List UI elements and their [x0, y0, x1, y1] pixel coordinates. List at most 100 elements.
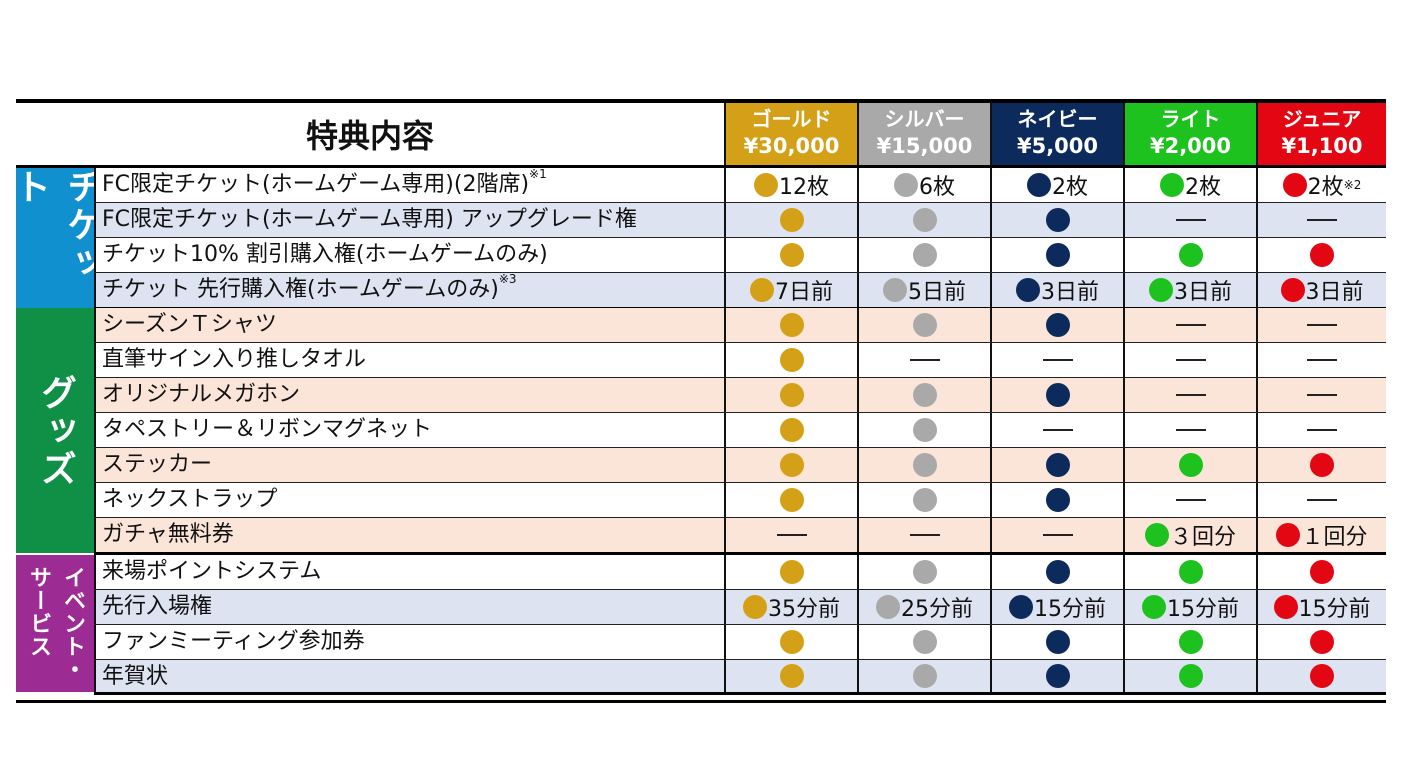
dash-mark-icon: [1175, 429, 1206, 431]
circle-mark-icon: [912, 383, 937, 407]
benefit-label: ステッカー: [94, 448, 724, 482]
tier-cell: [724, 483, 857, 517]
circle-mark-icon: [912, 243, 937, 267]
circle-mark-icon: [779, 313, 804, 337]
table-row: チケット10% 割引購入権(ホームゲームのみ): [94, 238, 1386, 273]
circle-mark-icon: [1160, 173, 1184, 197]
cell-value: １回分: [1301, 525, 1368, 550]
circle-mark-icon: [912, 418, 937, 442]
table-row: 先行入場権 35分前 25分前 15分前 15分前 15分前: [94, 590, 1386, 625]
tier-cell: [724, 625, 857, 659]
dash-mark-icon: [1307, 219, 1337, 221]
circle-mark-icon: [1310, 453, 1334, 477]
table-top-rule: [16, 99, 1386, 103]
benefit-label: タペストリー＆リボンマグネット: [94, 413, 724, 447]
tier-cell: 25分前: [857, 590, 990, 624]
tier-cell: [990, 518, 1123, 552]
tier-cell: [990, 555, 1123, 589]
benefit-label-text: 年賀状: [102, 664, 169, 689]
section-label-text: グッズ: [35, 373, 76, 488]
circle-mark-icon: [779, 208, 804, 232]
benefit-label-text: 来場ポイントシステム: [102, 559, 322, 584]
table-row: FC限定チケット(ホームゲーム専用) アップグレード権: [94, 203, 1386, 238]
circle-mark-icon: [1280, 278, 1305, 302]
tier-cell: 3日前: [1256, 273, 1386, 307]
circle-mark-icon: [779, 453, 804, 477]
tier-cell: [1256, 238, 1386, 272]
tier-cell: [1123, 555, 1256, 589]
tier-cell: 3日前: [1123, 273, 1256, 307]
benefit-label: ファンミーティング参加券: [94, 625, 724, 659]
table-row: ガチャ無料券 ３回分 １回分: [94, 518, 1386, 555]
dash-mark-icon: [776, 534, 807, 536]
table-row: タペストリー＆リボンマグネット: [94, 413, 1386, 448]
cell-value: 2枚: [1185, 175, 1221, 200]
circle-mark-icon: [1178, 243, 1203, 267]
tier-cell: [990, 308, 1123, 342]
tier-cell: [724, 203, 857, 237]
dash-mark-icon: [909, 534, 940, 536]
benefit-label-text: ガチャ無料券: [102, 522, 234, 547]
cell-value: 3日前: [1174, 280, 1232, 305]
tier-cell: 2枚: [1123, 168, 1256, 202]
benefit-label: 年賀状: [94, 660, 724, 692]
table-row: 来場ポイントシステム: [94, 555, 1386, 590]
tier-cell: [724, 448, 857, 482]
tier-cell: [1123, 483, 1256, 517]
tier-cell: 15分前: [1123, 590, 1256, 624]
tier-cell: 6枚: [857, 168, 990, 202]
tier-cell: [1123, 308, 1256, 342]
cell-value: ３回分: [1169, 525, 1236, 550]
tier-cell: [1256, 378, 1386, 412]
table-row: ファンミーティング参加券: [94, 625, 1386, 660]
tier-cell: [1123, 448, 1256, 482]
benefit-label: オリジナルメガホン: [94, 378, 724, 412]
cell-value: 3日前: [1305, 280, 1364, 305]
circle-mark-icon: [1045, 488, 1070, 512]
tier-header-4: ジュニア ¥1,100: [1256, 103, 1386, 165]
benefit-label: シーズンＴシャツ: [94, 308, 724, 342]
circle-mark-icon: [1016, 278, 1040, 302]
tier-cell: １回分: [1256, 518, 1386, 552]
tier-cell: [857, 238, 990, 272]
tier-cell: [857, 555, 990, 589]
tier-cell: [1256, 413, 1386, 447]
footnote-mark: ※1: [529, 168, 547, 181]
cell-value: 7日前: [775, 280, 833, 305]
circle-mark-icon: [912, 313, 937, 337]
benefit-label: 来場ポイントシステム: [94, 555, 724, 589]
tier-cell: [990, 483, 1123, 517]
tier-price: ¥2,000: [1149, 134, 1232, 158]
tier-cell: [1123, 660, 1256, 692]
circle-mark-icon: [1045, 453, 1070, 477]
tier-cell: [990, 378, 1123, 412]
dash-mark-icon: [1175, 324, 1206, 326]
benefit-label: ガチャ無料券: [94, 518, 724, 552]
section-label-event: イベント・ サービス: [16, 555, 94, 692]
tier-price: ¥15,000: [876, 134, 973, 158]
dash-mark-icon: [1175, 394, 1206, 396]
benefit-label-text: ネックストラップ: [102, 487, 278, 512]
tier-cell: [857, 448, 990, 482]
benefit-label-text: オリジナルメガホン: [102, 382, 301, 407]
tier-cell: [857, 625, 990, 659]
cell-value: 3日前: [1041, 280, 1099, 305]
benefit-label: 直筆サイン入り推しタオル: [94, 343, 724, 377]
tier-cell: [1256, 483, 1386, 517]
circle-mark-icon: [1178, 453, 1203, 477]
benefit-label-text: チケット 先行購入権(ホームゲームのみ): [102, 277, 499, 302]
circle-mark-icon: [1149, 278, 1173, 302]
tier-cell: ３回分: [1123, 518, 1256, 552]
tier-name: ネイビー: [1017, 107, 1098, 131]
circle-mark-icon: [1045, 630, 1070, 654]
circle-mark-icon: [1310, 630, 1334, 654]
tier-cell: 15分前: [990, 590, 1123, 624]
circle-mark-icon: [1276, 523, 1301, 547]
tier-cell: [857, 518, 990, 552]
table-row: オリジナルメガホン: [94, 378, 1386, 413]
cell-value: 25分前: [901, 597, 973, 622]
circle-mark-icon: [883, 278, 907, 302]
benefit-label-text: FC限定チケット(ホームゲーム専用) アップグレード権: [102, 207, 637, 232]
tier-cell: [857, 378, 990, 412]
circle-mark-icon: [779, 383, 804, 407]
